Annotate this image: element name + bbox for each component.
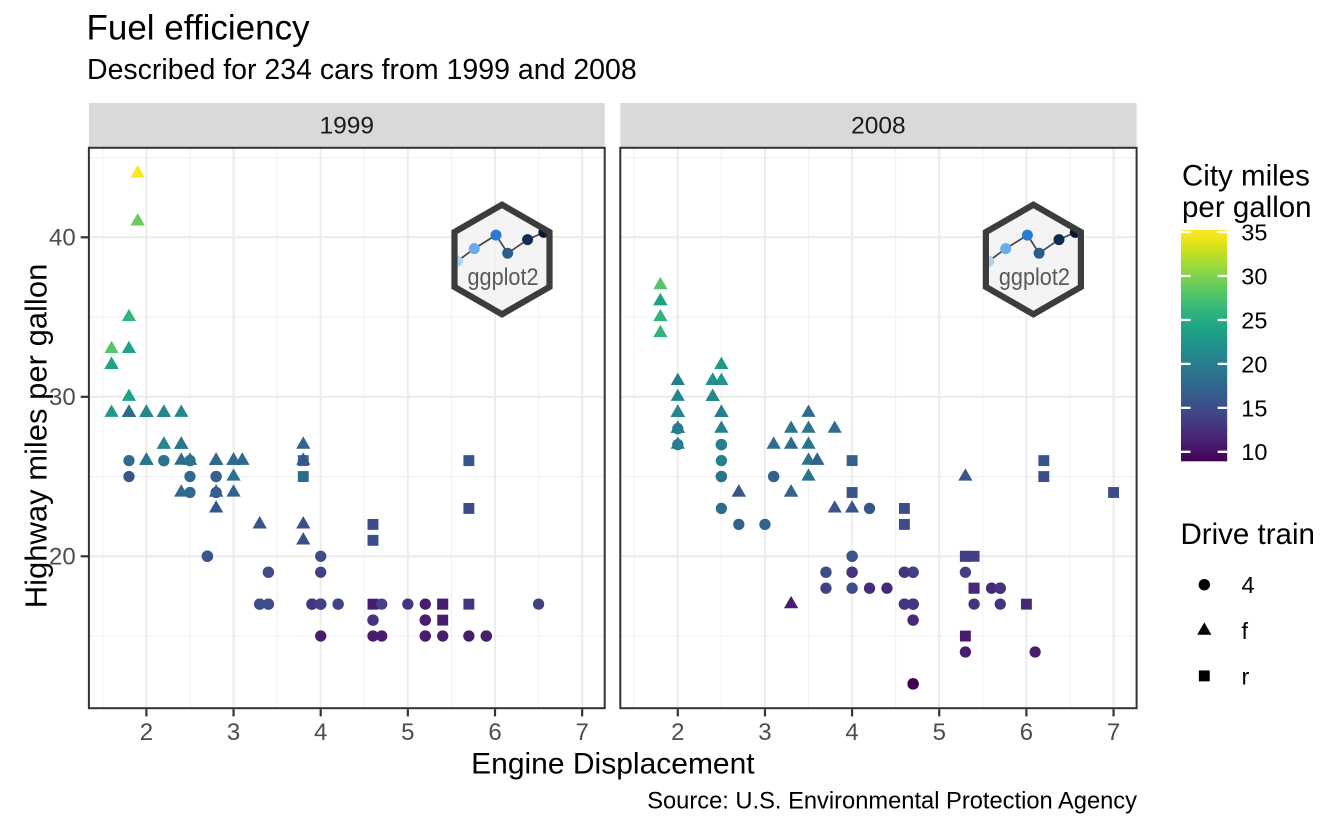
svg-text:ggplot2: ggplot2 [999,264,1070,291]
svg-text:30: 30 [1241,263,1267,289]
svg-text:15: 15 [1241,395,1267,421]
svg-text:7: 7 [1107,719,1120,746]
svg-text:4: 4 [845,719,858,746]
svg-text:10: 10 [1241,439,1267,465]
svg-text:3: 3 [227,719,240,746]
svg-text:City miles: City miles [1182,160,1310,193]
svg-text:4: 4 [314,719,327,746]
svg-text:Engine Displacement: Engine Displacement [471,748,755,781]
svg-text:Described for 234 cars from 19: Described for 234 cars from 1999 and 200… [87,54,637,86]
svg-text:6: 6 [488,719,501,746]
svg-text:6: 6 [1020,719,1033,746]
svg-text:f: f [1242,618,1249,644]
svg-text:2: 2 [140,719,153,746]
svg-text:Source: U.S. Environmental Pro: Source: U.S. Environmental Protection Ag… [647,789,1137,815]
svg-text:25: 25 [1241,307,1267,333]
svg-text:ggplot2: ggplot2 [468,264,539,291]
svg-text:7: 7 [575,719,588,746]
svg-text:5: 5 [933,719,946,746]
svg-text:40: 40 [49,225,76,252]
svg-text:4: 4 [1242,572,1255,598]
svg-text:Drive train: Drive train [1181,518,1315,551]
svg-text:per gallon: per gallon [1182,191,1312,224]
svg-text:20: 20 [1241,351,1267,377]
svg-text:2008: 2008 [851,113,906,140]
svg-text:35: 35 [1241,219,1267,245]
svg-text:Fuel efficiency: Fuel efficiency [87,9,311,48]
svg-text:20: 20 [49,544,76,571]
svg-text:2: 2 [671,719,684,746]
svg-text:3: 3 [758,719,771,746]
svg-text:5: 5 [401,719,414,746]
svg-text:1999: 1999 [320,113,375,140]
svg-text:r: r [1242,664,1250,690]
svg-text:Highway miles per gallon: Highway miles per gallon [19,264,54,609]
svg-text:30: 30 [49,384,76,411]
